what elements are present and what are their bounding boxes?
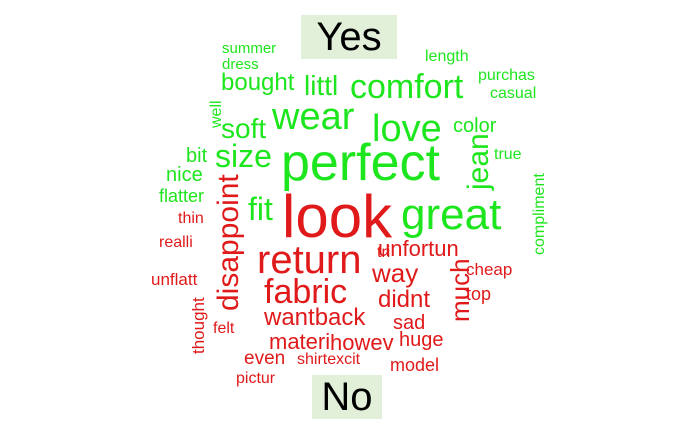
cloud-word-cheap: cheap	[466, 260, 513, 279]
cloud-word-shirtexcit: shirtexcit	[297, 351, 361, 368]
cloud-word-perfect: perfect	[281, 134, 440, 192]
cloud-word-jean: jean	[462, 133, 495, 190]
cloud-word-wantback: wantback	[264, 304, 366, 331]
cloud-word-fabric: fabric	[264, 273, 348, 311]
cloud-word-unfortun: unfortun	[378, 236, 459, 261]
cloud-word-top: top	[466, 284, 492, 304]
cloud-word-nice: nice	[166, 164, 203, 186]
cloud-word-disappoint: disappoint	[212, 174, 245, 311]
cloud-word-flatter: flatter	[159, 186, 205, 206]
no-label: No	[312, 375, 382, 419]
cloud-word-unflatt: unflatt	[151, 270, 198, 289]
cloud-word-littl: littl	[304, 70, 339, 101]
cloud-word-tri: tri	[377, 244, 391, 261]
cloud-word-thought: thought	[189, 297, 208, 354]
cloud-word-realli: realli	[159, 234, 193, 251]
cloud-word-soft: soft	[221, 113, 267, 144]
cloud-word-love: love	[372, 108, 442, 150]
cloud-word-purchas: purchas	[478, 67, 535, 84]
cloud-word-didnt: didnt	[378, 286, 431, 313]
yes-label: Yes	[301, 15, 397, 59]
cloud-word-summer: summer	[222, 40, 277, 57]
cloud-word-compliment: compliment	[531, 173, 548, 255]
cloud-word-way: way	[372, 258, 419, 288]
cloud-word-even: even	[244, 348, 286, 369]
cloud-word-casual: casual	[490, 85, 537, 102]
cloud-word-huge: huge	[399, 329, 444, 351]
cloud-word-dress: dress	[222, 56, 259, 73]
cloud-word-model: model	[390, 355, 440, 375]
cloud-word-return: return	[257, 238, 362, 282]
cloud-word-wear: wear	[272, 96, 355, 138]
cloud-word-bought: bought	[221, 69, 295, 96]
cloud-word-thin: thin	[178, 210, 204, 227]
cloud-word-pictur: pictur	[236, 370, 276, 387]
cloud-word-look: look	[282, 183, 393, 250]
cloud-word-materi: materi	[269, 329, 331, 354]
cloud-word-sad: sad	[393, 312, 426, 334]
cloud-word-howev: howev	[330, 330, 394, 355]
cloud-word-great: great	[401, 190, 502, 239]
cloud-word-true: true	[494, 146, 522, 163]
cloud-word-comfort: comfort	[350, 68, 464, 106]
cloud-word-length: length	[425, 48, 469, 65]
cloud-word-fit: fit	[248, 191, 273, 227]
cloud-word-felt: felt	[213, 320, 235, 337]
cloud-word-bit: bit	[186, 145, 208, 167]
cloud-word-size: size	[215, 138, 272, 174]
cloud-word-color: color	[453, 115, 497, 137]
